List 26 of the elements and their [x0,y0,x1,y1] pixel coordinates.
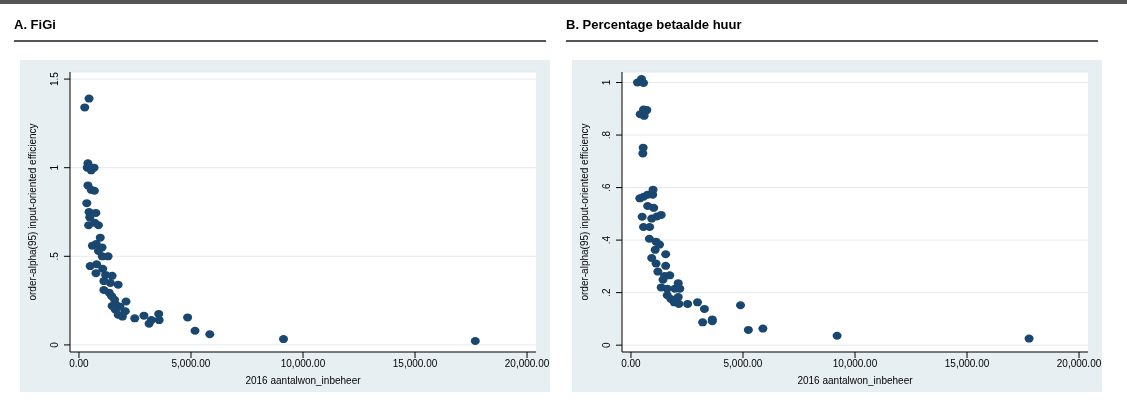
y-axis-title: order-alpha(95) input-oriented efficiency [578,123,590,301]
chart-title: B. Percentage betaalde huur [566,17,1098,42]
y-tick-label: .5 [49,251,60,261]
x-tick-label: 20,000.00 [504,358,550,370]
y-tick-label: .6 [601,182,612,192]
y-tick-label: .4 [601,235,612,245]
y-axis-title: order-alpha(95) input-oriented efficiency [26,123,38,301]
y-tick-label: 1 [601,79,612,86]
y-tick-label: 1.5 [49,71,60,87]
x-tick-label: 10,000.00 [280,358,326,370]
x-axis-title: 2016 aantalwon_inbeheer [797,375,914,386]
chart-title: A. FiGi [14,17,546,42]
x-tick-label: 15,000.00 [392,358,438,370]
y-tick-label: 0 [601,341,612,348]
y-tick-label: .2 [601,288,612,297]
y-tick-label: 0 [49,341,60,348]
x-tick-label: 5,000.00 [171,358,211,370]
y-tick-label: .8 [601,130,612,140]
x-tick-label: 15,000.00 [944,358,990,370]
x-tick-label: 10,000.00 [832,358,878,370]
x-tick-label: 0.00 [69,358,90,370]
y-tick-label: 1 [49,164,60,171]
x-axis-title: 2016 aantalwon_inbeheer [245,375,362,386]
x-tick-label: 0.00 [621,358,642,370]
x-tick-label: 20,000.00 [1056,358,1102,370]
x-tick-label: 5,000.00 [723,358,763,370]
